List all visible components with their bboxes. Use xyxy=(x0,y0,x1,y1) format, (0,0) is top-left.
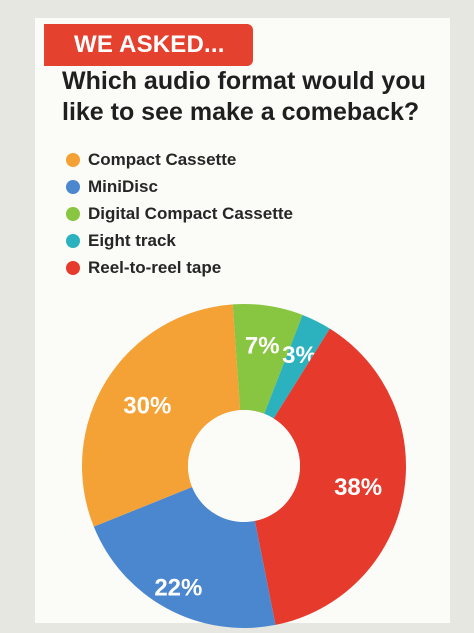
legend-label: Digital Compact Cassette xyxy=(88,203,293,223)
legend-item-minidisc: MiniDisc xyxy=(66,173,293,200)
donut-hole xyxy=(188,410,300,522)
slice-label: 38% xyxy=(334,474,382,501)
legend-item-reel-to-reel: Reel-to-reel tape xyxy=(66,254,293,281)
legend-item-eight-track: Eight track xyxy=(66,227,293,254)
legend-item-compact-cassette: Compact Cassette xyxy=(66,146,293,173)
slice-eight-track xyxy=(264,314,330,419)
poll-question: Which audio format would you like to see… xyxy=(62,67,426,126)
slice-reel-to-reel-tape xyxy=(254,328,407,625)
we-asked-tag: WE ASKED... xyxy=(44,24,253,66)
legend-label: Eight track xyxy=(88,230,176,250)
legend-item-digital-compact-cassette: Digital Compact Cassette xyxy=(66,200,293,227)
legend-swatch xyxy=(66,206,80,221)
legend-label: MiniDisc xyxy=(88,176,158,196)
slice-digital-compact-cassette xyxy=(232,304,303,414)
slice-label: 30% xyxy=(123,393,171,420)
slice-label: 22% xyxy=(154,574,202,601)
chart-legend: Compact Cassette MiniDisc Digital Compac… xyxy=(66,146,293,281)
legend-label: Compact Cassette xyxy=(88,149,237,169)
legend-swatch xyxy=(66,233,80,248)
legend-swatch xyxy=(66,260,80,275)
slice-compact-cassette xyxy=(81,304,241,527)
legend-swatch xyxy=(66,152,80,167)
legend-swatch xyxy=(66,179,80,194)
legend-label: Reel-to-reel tape xyxy=(88,257,222,277)
slice-minidisc xyxy=(93,486,276,628)
slice-label: 7% xyxy=(245,332,280,359)
